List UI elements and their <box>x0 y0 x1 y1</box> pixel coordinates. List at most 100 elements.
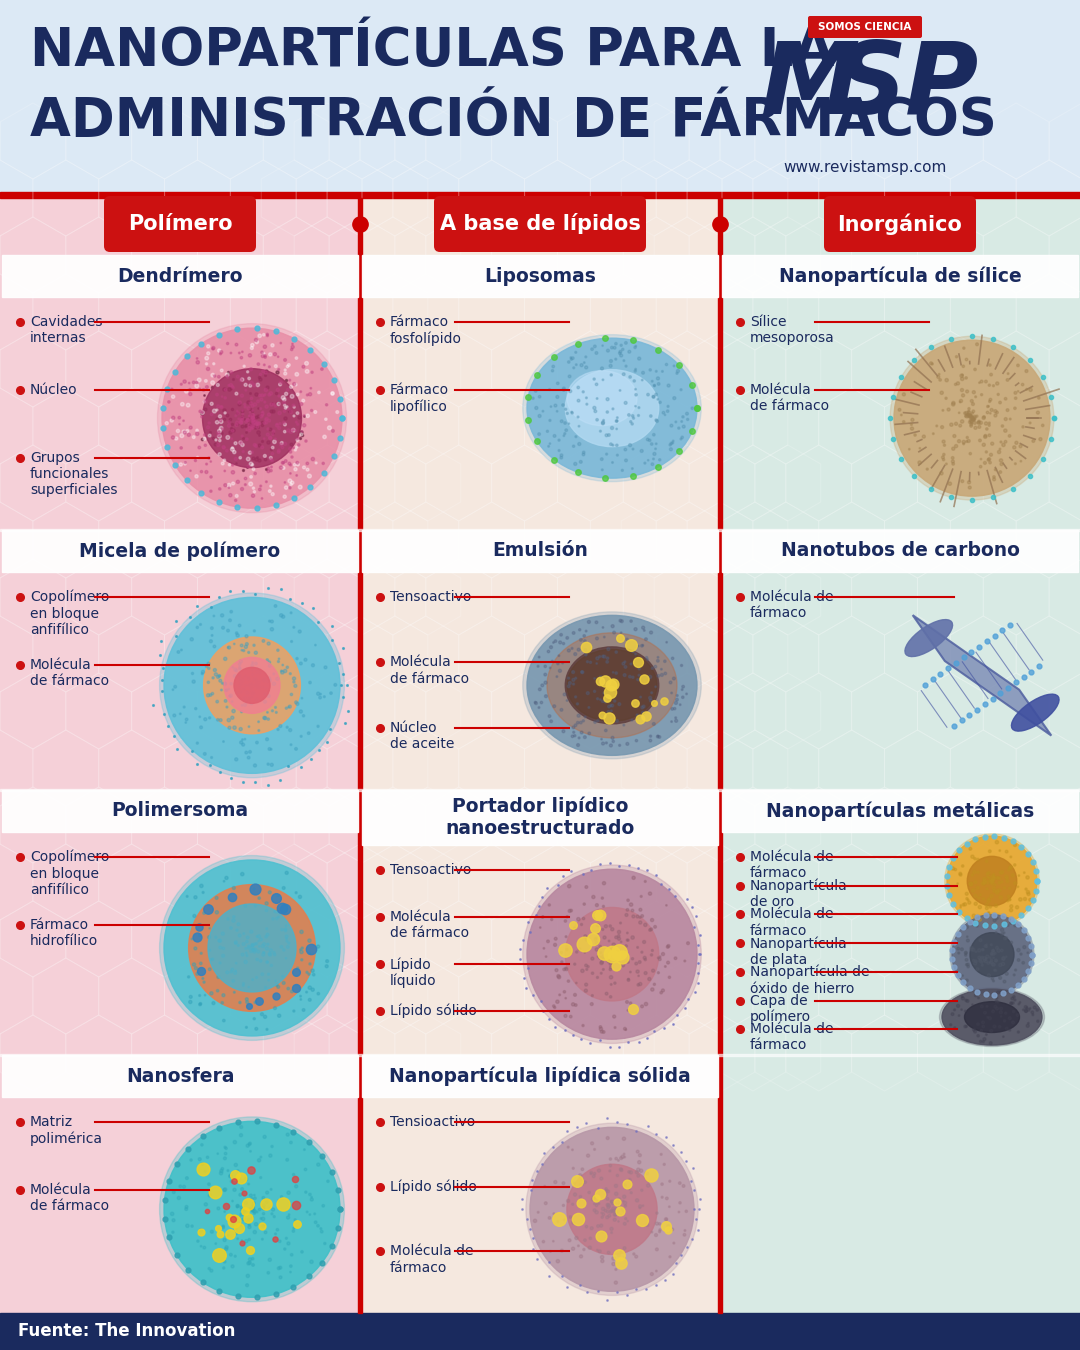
Point <box>957 944 974 965</box>
Point <box>229 402 246 424</box>
Point <box>665 1233 683 1254</box>
Point <box>1014 374 1031 396</box>
Point <box>212 670 229 691</box>
Point <box>659 936 676 957</box>
Point <box>212 952 229 973</box>
Point <box>232 718 249 740</box>
Point <box>255 1195 272 1216</box>
Point <box>651 1214 669 1235</box>
Point <box>276 394 294 416</box>
Point <box>980 867 997 888</box>
Point <box>295 705 312 726</box>
Point <box>237 666 254 687</box>
Point <box>978 898 996 919</box>
Point <box>580 956 597 977</box>
Point <box>534 675 551 697</box>
Point <box>232 412 249 433</box>
Point <box>244 1247 261 1269</box>
Point <box>253 389 270 410</box>
Point <box>592 1017 609 1038</box>
Point <box>650 373 667 394</box>
Point <box>961 443 978 464</box>
Point <box>237 374 254 396</box>
Point <box>643 405 660 427</box>
Bar <box>0 788 1080 791</box>
Point <box>537 1192 554 1214</box>
Point <box>176 454 193 475</box>
Point <box>632 911 649 933</box>
Point <box>285 373 302 394</box>
Point <box>233 425 251 447</box>
Point <box>642 730 659 752</box>
Point <box>164 679 181 701</box>
Point <box>559 1137 577 1158</box>
Point <box>278 948 295 969</box>
Point <box>935 450 953 471</box>
Point <box>1002 992 1020 1014</box>
Point <box>204 371 221 393</box>
Point <box>576 942 593 964</box>
Circle shape <box>208 904 296 992</box>
Point <box>1007 872 1024 894</box>
Point <box>616 1212 633 1234</box>
Point <box>276 359 294 381</box>
Point <box>239 682 256 703</box>
Point <box>611 379 629 401</box>
Point <box>620 890 637 911</box>
Point <box>652 1143 670 1165</box>
Point <box>577 639 594 660</box>
Point <box>953 364 970 386</box>
Point <box>241 1228 258 1250</box>
Point <box>974 954 991 976</box>
Point <box>982 946 999 968</box>
Point <box>602 986 619 1007</box>
Point <box>216 1179 233 1200</box>
Point <box>567 342 584 363</box>
Point <box>212 709 229 730</box>
Point <box>200 671 217 693</box>
Point <box>937 387 955 409</box>
Point <box>629 937 646 958</box>
Point <box>235 640 253 662</box>
Point <box>596 645 613 667</box>
Point <box>1011 991 1028 1012</box>
Point <box>308 452 325 474</box>
Point <box>575 1015 592 1037</box>
Point <box>982 896 999 918</box>
Point <box>650 666 667 687</box>
Point <box>612 622 630 644</box>
Point <box>988 991 1005 1012</box>
Point <box>241 716 258 737</box>
Point <box>604 1191 621 1212</box>
Point <box>173 639 190 660</box>
Point <box>599 340 617 362</box>
Point <box>260 410 278 432</box>
Point <box>622 1181 639 1203</box>
Point <box>298 1202 315 1223</box>
Point <box>1017 1000 1035 1022</box>
Point <box>638 647 656 668</box>
Point <box>530 424 548 446</box>
Point <box>256 707 273 729</box>
Point <box>962 873 980 895</box>
Point <box>665 668 683 690</box>
Point <box>644 940 661 961</box>
Point <box>960 404 977 425</box>
Point <box>222 362 240 383</box>
Point <box>972 884 989 906</box>
Point <box>642 919 659 941</box>
Point <box>593 1215 610 1237</box>
Point <box>281 452 298 474</box>
Point <box>234 679 252 701</box>
Point <box>258 1181 275 1203</box>
Point <box>276 919 294 941</box>
Text: Fármaco
lipofílico: Fármaco lipofílico <box>390 383 449 414</box>
Point <box>983 942 1000 964</box>
Point <box>227 931 244 953</box>
Point <box>558 402 576 424</box>
Point <box>231 1166 248 1188</box>
Point <box>211 420 228 441</box>
Point <box>265 909 282 930</box>
Point <box>301 1184 319 1206</box>
Point <box>531 679 549 701</box>
